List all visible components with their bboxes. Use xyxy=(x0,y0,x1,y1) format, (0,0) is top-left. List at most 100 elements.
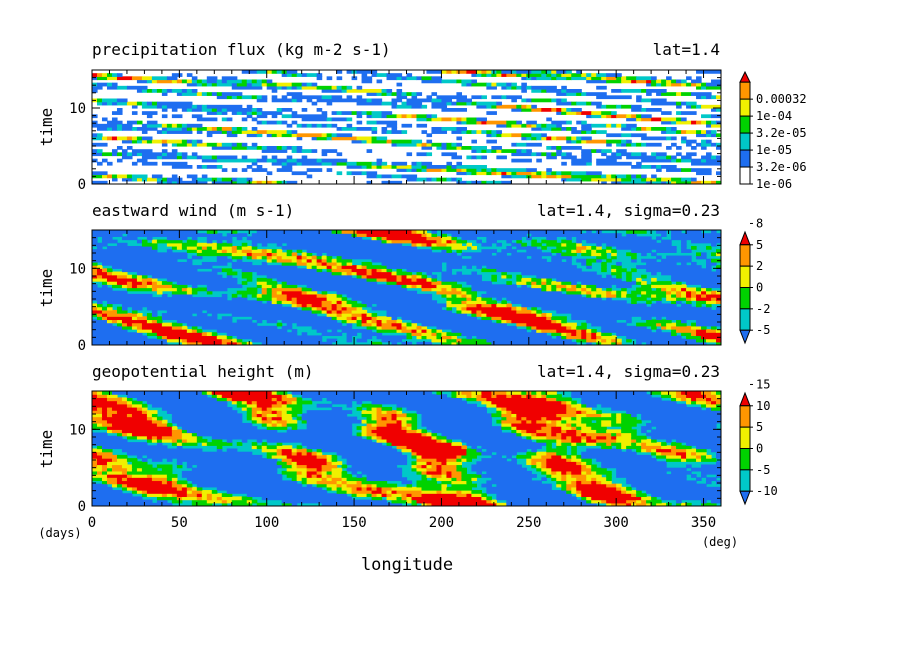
heatmap-cell xyxy=(391,413,398,418)
heatmap-cell xyxy=(491,133,497,138)
heatmap-cell xyxy=(206,287,228,292)
heatmap-cell xyxy=(261,419,273,424)
heatmap-cell xyxy=(131,413,148,418)
heatmap-cell xyxy=(531,70,542,74)
heatmap-cell xyxy=(651,180,662,184)
heatmap-cell xyxy=(416,335,423,340)
heatmap-cell xyxy=(471,79,477,84)
heatmap-cell xyxy=(701,290,707,295)
heatmap-cell xyxy=(96,268,103,273)
heatmap-cell xyxy=(621,76,627,81)
heatmap-cell xyxy=(101,136,108,141)
heatmap-cell xyxy=(471,245,477,250)
heatmap-cell xyxy=(621,429,637,434)
heatmap-cell xyxy=(511,158,532,163)
heatmap-cell xyxy=(466,493,472,498)
heatmap-cell xyxy=(496,496,577,501)
heatmap-cell xyxy=(186,341,203,345)
heatmap-cell xyxy=(471,171,477,176)
heatmap-cell xyxy=(316,293,328,298)
heatmap-cell xyxy=(716,474,721,478)
heatmap-cell xyxy=(166,477,173,482)
heatmap-cell xyxy=(136,136,143,141)
heatmap-cell xyxy=(691,451,697,456)
heatmap-cell xyxy=(171,325,183,330)
heatmap-cell xyxy=(121,448,203,453)
heatmap-cell xyxy=(281,161,288,166)
heatmap-cell xyxy=(616,435,632,440)
heatmap-cell xyxy=(531,454,542,459)
heatmap-cell xyxy=(186,123,203,128)
heatmap-cell xyxy=(301,303,308,308)
heatmap-cell xyxy=(386,410,398,414)
heatmap-cell xyxy=(641,448,647,453)
heatmap-cell xyxy=(441,70,448,74)
heatmap-cell xyxy=(691,322,697,327)
heatmap-cell xyxy=(276,397,283,402)
heatmap-cell xyxy=(251,180,258,184)
heatmap-cell xyxy=(416,242,423,247)
heatmap-cell xyxy=(626,174,632,179)
heatmap-cell xyxy=(221,316,233,321)
heatmap-cell xyxy=(296,261,308,266)
heatmap-cell xyxy=(126,85,148,90)
heatmap-cell xyxy=(336,300,343,305)
heatmap-cell xyxy=(381,319,388,324)
heatmap-cell xyxy=(506,239,512,244)
heatmap-cell xyxy=(306,261,318,266)
heatmap-cell xyxy=(92,142,108,147)
heatmap-cell xyxy=(101,117,108,122)
heatmap-cell xyxy=(396,490,423,494)
heatmap-cell xyxy=(121,429,173,434)
heatmap-cell xyxy=(546,474,552,478)
heatmap-cell xyxy=(406,177,418,182)
heatmap-cell xyxy=(171,322,183,327)
heatmap-cell xyxy=(446,435,522,440)
heatmap-cell xyxy=(106,426,173,430)
heatmap-cell xyxy=(386,89,393,93)
heatmap-cell xyxy=(476,73,482,77)
heatmap-cell xyxy=(571,139,577,144)
heatmap-cell xyxy=(496,242,502,247)
colorbar-label: 1e-04 xyxy=(756,109,792,123)
heatmap-cell xyxy=(531,277,542,282)
heatmap-cell xyxy=(161,177,168,182)
heatmap-cell xyxy=(691,245,697,250)
heatmap-cell xyxy=(291,149,298,153)
heatmap-cell xyxy=(711,142,717,147)
heatmap-cell xyxy=(631,133,647,138)
heatmap-cell xyxy=(541,70,547,74)
heatmap-cell xyxy=(501,70,512,74)
heatmap-cell xyxy=(711,79,721,84)
heatmap-cell xyxy=(291,461,298,466)
heatmap-cell xyxy=(686,152,697,157)
heatmap-cell xyxy=(106,76,118,81)
heatmap-cell xyxy=(691,293,697,298)
heatmap-cell xyxy=(581,139,587,144)
heatmap-cell xyxy=(296,123,303,128)
heatmap-cell xyxy=(696,448,707,453)
heatmap-cell xyxy=(621,139,627,144)
heatmap-cell xyxy=(716,454,721,459)
heatmap-cell xyxy=(546,168,552,172)
heatmap-cell xyxy=(686,300,692,305)
heatmap-cell xyxy=(366,98,373,103)
heatmap-cell xyxy=(671,136,677,141)
heatmap-cell xyxy=(231,397,273,402)
heatmap-cell xyxy=(476,303,482,308)
heatmap-cell xyxy=(566,152,572,157)
heatmap-cell xyxy=(526,120,537,125)
heatmap-cell xyxy=(696,445,721,450)
heatmap-cell xyxy=(406,76,418,81)
heatmap-cell xyxy=(621,426,632,430)
heatmap-cell xyxy=(126,432,133,437)
heatmap-cell xyxy=(411,139,423,144)
heatmap-cell xyxy=(481,242,492,247)
heatmap-cell xyxy=(446,146,458,150)
heatmap-cell xyxy=(471,73,477,77)
heatmap-cell xyxy=(596,130,607,134)
heatmap-cell xyxy=(196,435,203,440)
heatmap-cell xyxy=(316,470,323,475)
heatmap-cell xyxy=(256,319,263,324)
heatmap-cell xyxy=(481,95,487,100)
